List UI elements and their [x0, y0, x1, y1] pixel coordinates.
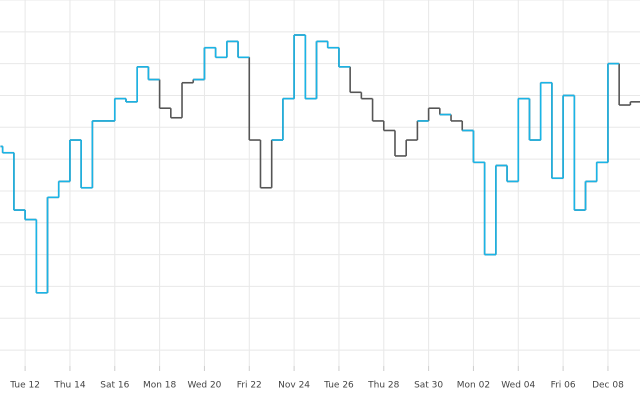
x-tick-label: Fri 22: [237, 381, 262, 391]
x-tick-label: Wed 04: [501, 381, 535, 391]
x-tick-label: Thu 28: [367, 381, 399, 391]
x-tick-label: Fri 06: [551, 381, 576, 391]
x-tick-label: Nov 24: [278, 381, 310, 391]
x-tick-label: Mon 18: [143, 381, 177, 391]
x-tick-label: Tue 26: [323, 381, 354, 391]
x-tick-label: Tue 12: [9, 381, 40, 391]
x-tick-label: Thu 14: [53, 381, 85, 391]
x-tick-label: Sat 30: [414, 381, 443, 391]
x-tick-label: Wed 20: [187, 381, 221, 391]
x-tick-label: Sat 16: [100, 381, 129, 391]
x-tick-label: Dec 08: [592, 381, 624, 391]
x-tick-label: Mon 02: [457, 381, 490, 391]
